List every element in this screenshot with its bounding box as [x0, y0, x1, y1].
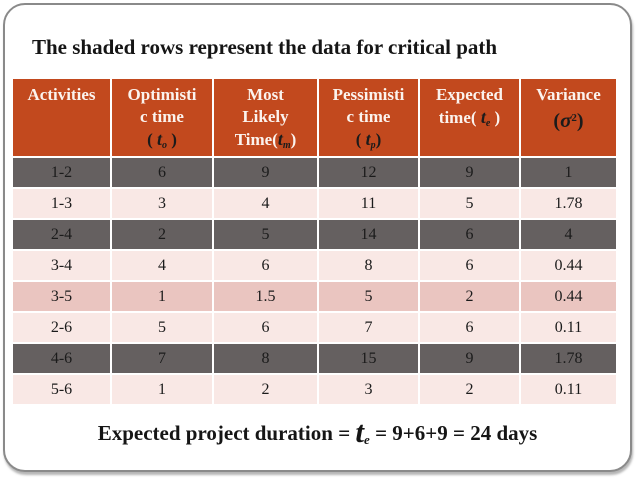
- header-label: Likely: [242, 106, 289, 126]
- slide: The shaded rows represent the data for c…: [3, 3, 632, 472]
- header-label: Most: [247, 85, 284, 104]
- footer-prefix: Expected project duration =: [97, 421, 356, 445]
- cell-most-likely-time: 4: [214, 189, 317, 218]
- cell-optimistic-time: 7: [112, 344, 212, 373]
- cell-variance: 0.44: [521, 282, 616, 311]
- formula-t-o: ( to ): [147, 128, 177, 151]
- cell-most-likely-time: 6: [214, 251, 317, 280]
- formula-sigma-squared: (σ2): [553, 107, 584, 132]
- page-title: The shaded rows represent the data for c…: [32, 35, 498, 59]
- cell-pessimistic-time: 5: [319, 282, 418, 311]
- cell-pessimistic-time: 11: [319, 189, 418, 218]
- header-label: c time: [140, 106, 184, 126]
- header-pessimistic-time: Pessimisti c time ( tp): [319, 79, 418, 156]
- formula-t-p: ( tp): [355, 128, 382, 151]
- table-row: 4-6 7 8 15 9 1.78: [13, 344, 616, 373]
- cell-most-likely-time: 8: [214, 344, 317, 373]
- cell-most-likely-time: 1.5: [214, 282, 317, 311]
- cell-pessimistic-time: 8: [319, 251, 418, 280]
- header-label: Expected: [435, 85, 504, 104]
- cell-optimistic-time: 4: [112, 251, 212, 280]
- cell-variance: 1.78: [521, 189, 616, 218]
- cell-activity: 2-6: [13, 313, 110, 342]
- cell-expected-time: 6: [420, 220, 519, 249]
- pert-table: Activities Optimisti c time ( to ) Most …: [11, 77, 618, 406]
- cell-optimistic-time: 1: [112, 375, 212, 404]
- cell-pessimistic-time: 7: [319, 313, 418, 342]
- cell-activity: 2-4: [13, 220, 110, 249]
- cell-activity: 5-6: [13, 375, 110, 404]
- header-activities: Activities: [13, 79, 110, 156]
- cell-variance: 0.44: [521, 251, 616, 280]
- cell-optimistic-time: 3: [112, 189, 212, 218]
- table-row: 2-4 2 5 14 6 4: [13, 220, 616, 249]
- cell-optimistic-time: 5: [112, 313, 212, 342]
- sigma-symbol: σ: [560, 107, 572, 132]
- cell-activity: 4-6: [13, 344, 110, 373]
- cell-expected-time: 2: [420, 282, 519, 311]
- cell-variance: 0.11: [521, 375, 616, 404]
- cell-pessimistic-time: 14: [319, 220, 418, 249]
- cell-most-likely-time: 2: [214, 375, 317, 404]
- formula-t-m: Time(tm): [234, 128, 297, 151]
- table-row: 3-5 1 1.5 5 2 0.44: [13, 282, 616, 311]
- header-label: Activities: [27, 85, 96, 104]
- cell-activity: 1-3: [13, 189, 110, 218]
- header-label: Variance: [536, 85, 601, 104]
- cell-activity: 3-5: [13, 282, 110, 311]
- table-row: 5-6 1 2 3 2 0.11: [13, 375, 616, 404]
- table-header-row: Activities Optimisti c time ( to ) Most …: [13, 79, 616, 156]
- header-label: c time: [346, 106, 391, 126]
- table-row: 1-3 3 4 11 5 1.78: [13, 189, 616, 218]
- cell-expected-time: 6: [420, 251, 519, 280]
- cell-expected-time: 5: [420, 189, 519, 218]
- header-most-likely-time: Most Likely Time(tm): [214, 79, 317, 156]
- cell-variance: 1: [521, 158, 616, 187]
- cell-pessimistic-time: 12: [319, 158, 418, 187]
- header-optimistic-time: Optimisti c time ( to ): [112, 79, 212, 156]
- cell-optimistic-time: 2: [112, 220, 212, 249]
- cell-most-likely-time: 6: [214, 313, 317, 342]
- cell-expected-time: 9: [420, 344, 519, 373]
- cell-activity: 3-4: [13, 251, 110, 280]
- header-variance: Variance (σ2): [521, 79, 616, 156]
- table-row: 2-6 5 6 7 6 0.11: [13, 313, 616, 342]
- header-label: Pessimisti: [332, 85, 405, 104]
- footer-suffix: = 9+6+9 = 24 days: [369, 421, 538, 445]
- cell-optimistic-time: 6: [112, 158, 212, 187]
- cell-expected-time: 6: [420, 313, 519, 342]
- formula-t-e: time( te ): [438, 106, 501, 129]
- cell-variance: 1.78: [521, 344, 616, 373]
- header-expected-time: Expected time( te ): [420, 79, 519, 156]
- cell-pessimistic-time: 3: [319, 375, 418, 404]
- cell-variance: 4: [521, 220, 616, 249]
- t-e-symbol: t: [355, 414, 365, 449]
- table-row: 1-2 6 9 12 9 1: [13, 158, 616, 187]
- table-row: 3-4 4 6 8 6 0.44: [13, 251, 616, 280]
- header-label: Optimisti: [127, 85, 197, 104]
- cell-most-likely-time: 5: [214, 220, 317, 249]
- cell-expected-time: 2: [420, 375, 519, 404]
- cell-variance: 0.11: [521, 313, 616, 342]
- footer-formula: Expected project duration = te = 9+6+9 =…: [97, 414, 538, 449]
- cell-optimistic-time: 1: [112, 282, 212, 311]
- cell-expected-time: 9: [420, 158, 519, 187]
- cell-most-likely-time: 9: [214, 158, 317, 187]
- cell-activity: 1-2: [13, 158, 110, 187]
- cell-pessimistic-time: 15: [319, 344, 418, 373]
